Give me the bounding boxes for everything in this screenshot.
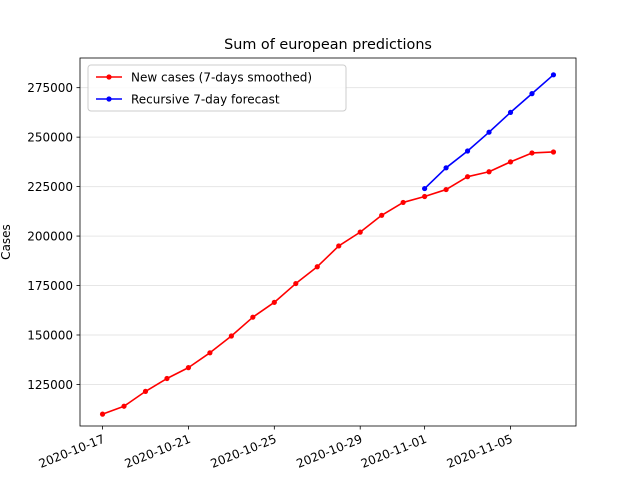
y-tick-label: 125000 xyxy=(27,378,73,392)
data-point xyxy=(379,212,385,218)
data-point xyxy=(422,193,428,200)
series-line xyxy=(102,151,554,415)
y-tick-label: 225000 xyxy=(27,180,73,194)
data-point xyxy=(422,185,428,192)
legend-label: Recursive 7-day forecast xyxy=(131,92,280,106)
legend-marker xyxy=(106,74,112,80)
legend-label: New cases (7-days smoothed) xyxy=(131,70,312,84)
data-point xyxy=(507,159,514,165)
data-point xyxy=(486,169,492,175)
data-point xyxy=(400,199,406,206)
series-1 xyxy=(422,72,557,192)
legend-entry: Recursive 7-day forecast xyxy=(96,92,280,106)
y-axis: 125000 150000 175000 200000 225000 250000 2750… xyxy=(27,81,80,392)
series-0 xyxy=(99,149,557,417)
y-tick-label: 150000 xyxy=(27,328,73,342)
legend-entry: New cases (7-days smoothed) xyxy=(96,70,312,84)
data-point xyxy=(142,388,149,394)
y-axis-label: Cases xyxy=(0,224,13,260)
data-point xyxy=(314,264,320,270)
grid xyxy=(80,87,576,385)
data-point xyxy=(464,148,471,154)
data-point xyxy=(228,333,234,339)
data-point xyxy=(185,365,192,371)
data-point xyxy=(529,150,535,156)
legend-box xyxy=(87,64,347,112)
data-point xyxy=(550,149,557,155)
data-point xyxy=(486,129,492,135)
data-point xyxy=(336,243,342,249)
data-point xyxy=(357,229,363,235)
data-point xyxy=(271,299,277,305)
y-tick-label: 250000 xyxy=(27,130,73,144)
y-tick-label: 275000 xyxy=(27,81,73,95)
data-point xyxy=(507,109,514,116)
legend: New cases (7-days smoothed) Recursive 7-d… xyxy=(87,64,347,112)
data-point xyxy=(443,186,449,193)
data-point xyxy=(121,403,127,409)
data-point xyxy=(529,91,535,97)
data-point xyxy=(293,280,299,287)
data-point xyxy=(250,314,256,320)
y-tick-label: 175000 xyxy=(27,279,73,293)
plot-frame xyxy=(79,57,577,427)
chart-title: Sum of european predictions xyxy=(224,37,432,53)
data-point xyxy=(164,375,170,382)
data-point xyxy=(464,174,471,180)
data-point xyxy=(207,350,213,356)
legend-marker xyxy=(106,96,112,102)
data-point xyxy=(443,165,449,171)
data-point xyxy=(550,72,557,78)
series-layer xyxy=(99,72,557,417)
y-tick-label: 200000 xyxy=(27,229,73,243)
data-point xyxy=(99,411,106,417)
